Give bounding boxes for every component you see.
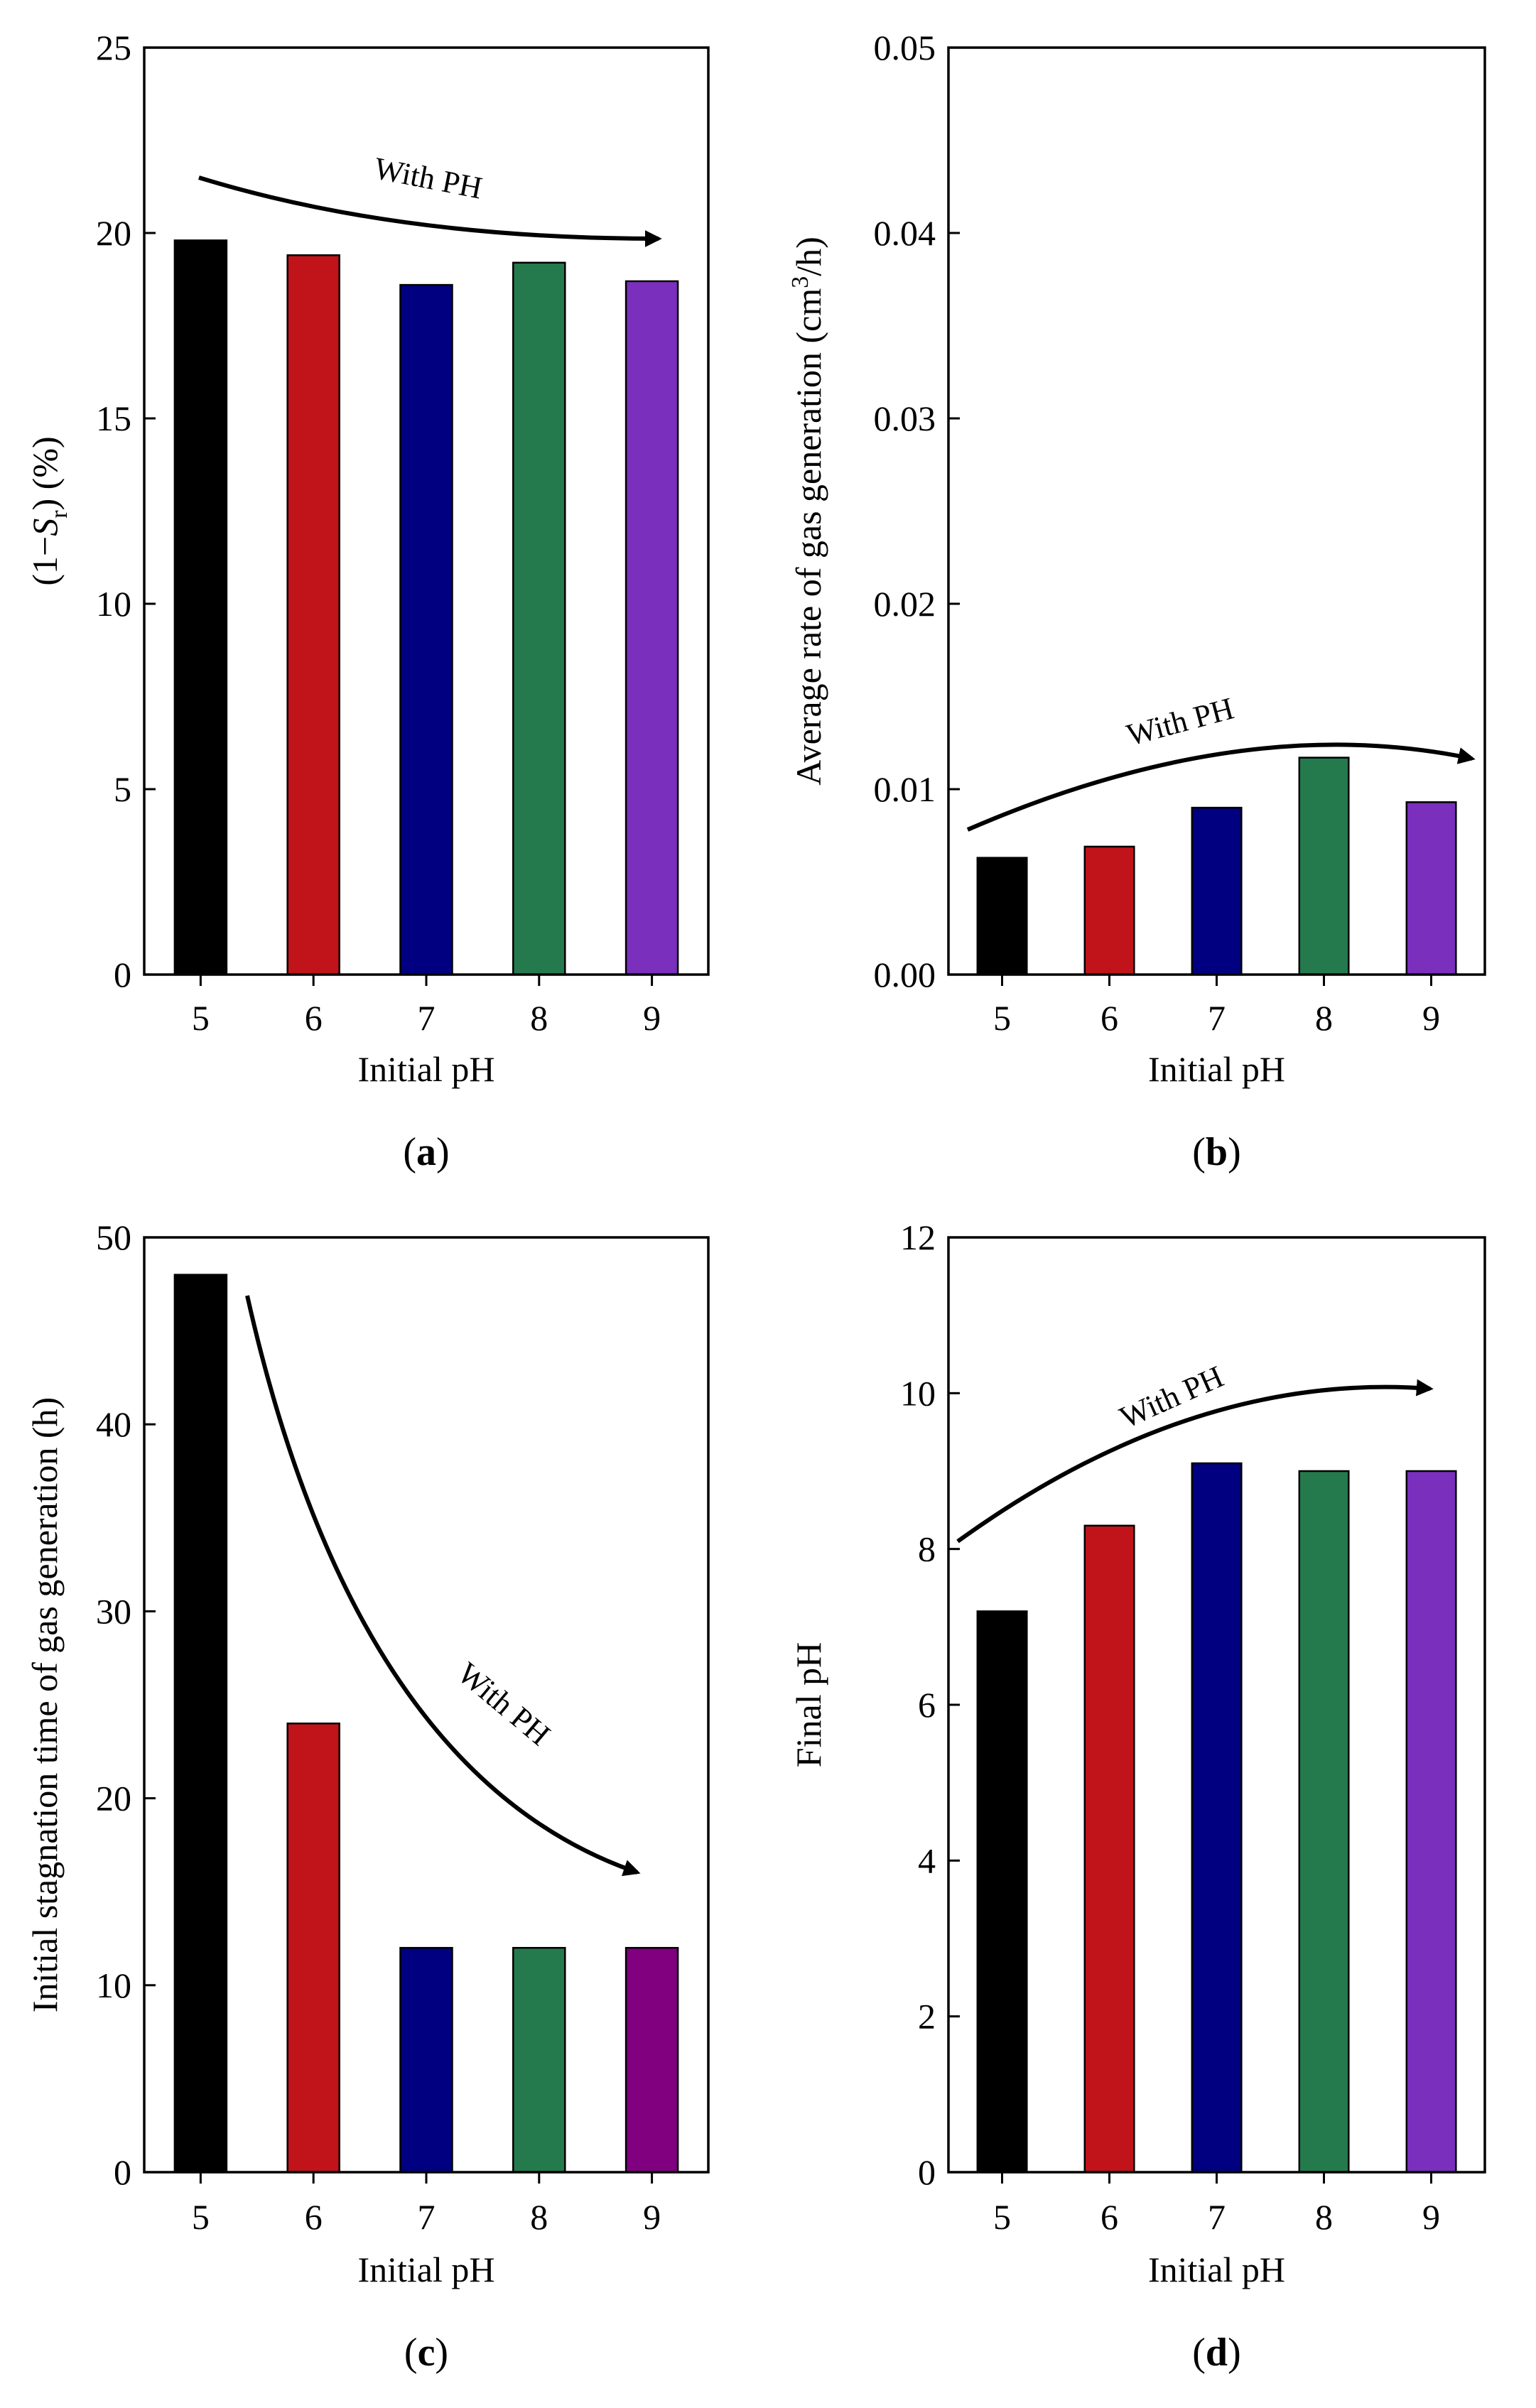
- x-tick-label-b: 5: [993, 998, 1011, 1038]
- x-tick-label-a: 5: [192, 998, 210, 1038]
- x-tick-label-c: 6: [305, 2197, 323, 2237]
- bar-d-5: [976, 1610, 1028, 2174]
- y-tick-label-d: 6: [918, 1685, 936, 1725]
- x-axis-title-d: Initial pH: [1148, 2250, 1285, 2289]
- x-tick-label-d: 6: [1100, 2197, 1118, 2237]
- bar-b-8: [1298, 756, 1350, 976]
- panel-label-c: (c): [404, 2331, 448, 2375]
- x-tick-label-d: 5: [993, 2197, 1011, 2237]
- trend-arrow-c: [245, 1295, 641, 1877]
- y-tick-label-b: 0.05: [874, 28, 936, 67]
- x-tick-label-b: 6: [1100, 998, 1118, 1038]
- y-axis-title-b: Average rate of gas generation (cm3/h): [787, 237, 828, 786]
- y-tick-label-b: 0.00: [874, 955, 936, 994]
- bar-d-7: [1191, 1462, 1243, 2174]
- y-tick-label-d: 12: [900, 1217, 936, 1257]
- y-tick-label-d: 4: [918, 1840, 936, 1880]
- y-tick-label-b: 0.04: [874, 213, 936, 253]
- chart-panel-b: 0.00 0.01 0.02 0.03 0.04 0.05 5 6 7 8 9 Initial pH A…: [787, 28, 1486, 1174]
- chart-panel-c: 0 10 20 30 40 50 5 6 7 8 9 Initial pH Initial stagna…: [25, 1217, 710, 2375]
- bar-c-7: [399, 1946, 453, 2174]
- bar-c-9: [624, 1946, 679, 2174]
- bar-d-6: [1083, 1524, 1135, 2174]
- bar-b-5: [976, 857, 1028, 976]
- bar-d-9: [1405, 1470, 1457, 2174]
- x-tick-label-b: 7: [1208, 998, 1226, 1038]
- y-tick-label-a: 20: [96, 213, 131, 253]
- y-axis-title-c: Initial stagnation time of gas generatio…: [25, 1397, 65, 2012]
- x-tick-label-a: 6: [305, 998, 323, 1038]
- y-tick-label-c: 10: [96, 1965, 131, 2005]
- y-axis-title-d: Final pH: [789, 1642, 828, 1767]
- annotation-c: With PH: [451, 1656, 557, 1752]
- y-tick-label-b: 0.02: [874, 584, 936, 624]
- x-tick-label-b: 9: [1422, 998, 1440, 1038]
- x-tick-label-c: 5: [192, 2197, 210, 2237]
- y-tick-label-a: 5: [114, 769, 131, 809]
- bar-a-9: [624, 280, 679, 976]
- x-tick-label-c: 7: [418, 2197, 436, 2237]
- y-tick-label-b: 0.03: [874, 398, 936, 438]
- x-tick-label-d: 7: [1208, 2197, 1226, 2237]
- bar-b-7: [1191, 806, 1243, 976]
- trend-arrow-a: [198, 175, 662, 247]
- x-tick-label-a: 9: [643, 998, 661, 1038]
- panel-label-a: (a): [403, 1130, 449, 1174]
- panel-label-b: (b): [1192, 1130, 1240, 1174]
- y-tick-label-c: 20: [96, 1779, 131, 1818]
- x-tick-label-b: 8: [1315, 998, 1333, 1038]
- y-tick-label-d: 10: [900, 1373, 936, 1413]
- x-axis-title-a: Initial pH: [357, 1049, 494, 1089]
- bar-c-8: [512, 1946, 566, 2174]
- x-tick-label-c: 9: [643, 2197, 661, 2237]
- bar-d-8: [1298, 1470, 1350, 2174]
- bar-c-5: [173, 1274, 228, 2174]
- y-tick-label-c: 30: [96, 1591, 131, 1631]
- x-tick-label-d: 8: [1315, 2197, 1333, 2237]
- x-tick-label-a: 8: [530, 998, 548, 1038]
- y-tick-label-d: 8: [918, 1529, 936, 1569]
- chart-panel-a: 0 5 10 15 20 25 5 6 7 8 9 Initial pH (1−Sr) (%) With …: [25, 28, 710, 1174]
- x-tick-label-d: 9: [1422, 2197, 1440, 2237]
- y-tick-label-d: 0: [918, 2152, 936, 2192]
- y-tick-label-a: 10: [96, 584, 131, 624]
- x-axis-title-c: Initial pH: [357, 2250, 494, 2289]
- panel-label-d: (d): [1192, 2331, 1240, 2375]
- y-tick-label-c: 50: [96, 1217, 131, 1257]
- bar-a-8: [512, 261, 566, 976]
- y-tick-label-a: 15: [96, 398, 131, 438]
- annotation-b: With PH: [1123, 690, 1238, 752]
- trend-arrow-d: [956, 1379, 1434, 1544]
- y-tick-label-c: 40: [96, 1404, 131, 1444]
- y-tick-label-a: 25: [96, 28, 131, 67]
- x-tick-label-c: 8: [530, 2197, 548, 2237]
- bar-b-6: [1083, 845, 1135, 976]
- x-tick-label-a: 7: [418, 998, 436, 1038]
- bar-a-7: [399, 283, 453, 976]
- bar-a-5: [173, 239, 228, 976]
- y-axis-title-a: (1−Sr) (%): [25, 436, 72, 585]
- y-tick-label-a: 0: [114, 955, 131, 994]
- y-tick-label-c: 0: [114, 2152, 131, 2192]
- x-axis-title-b: Initial pH: [1148, 1049, 1285, 1089]
- y-tick-label-b: 0.01: [874, 769, 936, 809]
- bar-c-6: [286, 1723, 340, 2174]
- bar-a-6: [286, 254, 340, 976]
- y-tick-label-d: 2: [918, 1997, 936, 2037]
- bar-b-9: [1405, 801, 1457, 976]
- annotation-a: With PH: [372, 151, 485, 205]
- trend-arrow-b: [966, 742, 1476, 832]
